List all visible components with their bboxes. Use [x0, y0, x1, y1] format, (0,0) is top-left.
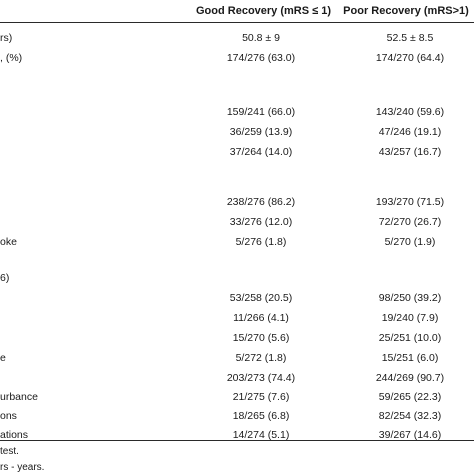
poor-recovery-value: 47/246 (19.1): [378, 126, 442, 138]
poor-recovery-value: 72/270 (26.7): [378, 216, 442, 228]
poor-recovery-value: 52.5 ± 8.5: [386, 32, 434, 44]
table-row: oke 5/276 (1.8) 5/270 (1.9): [0, 236, 474, 252]
poor-recovery-value: 82/254 (32.3): [378, 410, 442, 422]
table-row: urbance 21/275 (7.6) 59/265 (22.3): [0, 391, 474, 407]
good-recovery-value: 50.8 ± 9: [242, 32, 280, 44]
good-recovery-value: 33/276 (12.0): [229, 216, 293, 228]
good-recovery-value: 37/264 (14.0): [229, 146, 293, 158]
table-row: 15/270 (5.6) 25/251 (10.0): [0, 332, 474, 348]
table-row: 238/276 (86.2) 193/270 (71.5): [0, 196, 474, 212]
row-label: oke: [0, 236, 17, 248]
poor-recovery-value: 5/270 (1.9): [384, 236, 436, 248]
poor-recovery-header: Poor Recovery (mRS>1): [343, 5, 469, 17]
row-label: urbance: [0, 391, 38, 403]
table-row: 159/241 (66.0) 143/240 (59.6): [0, 106, 474, 122]
header-rule: [0, 22, 474, 23]
table-header: Good Recovery (mRS ≤ 1) Poor Recovery (m…: [0, 0, 474, 24]
poor-recovery-value: 25/251 (10.0): [378, 332, 442, 344]
poor-recovery-value: 43/257 (16.7): [378, 146, 442, 158]
poor-recovery-value: 39/267 (14.6): [378, 429, 442, 441]
good-recovery-value: 21/275 (7.6): [232, 391, 290, 403]
good-recovery-value: 159/241 (66.0): [226, 106, 296, 118]
poor-recovery-value: 174/270 (64.4): [375, 52, 445, 64]
table-row: 203/273 (74.4) 244/269 (90.7): [0, 372, 474, 388]
row-label: 6): [0, 272, 10, 284]
poor-recovery-value: 143/240 (59.6): [375, 106, 445, 118]
good-recovery-value: 18/265 (6.8): [232, 410, 290, 422]
poor-recovery-value: 193/270 (71.5): [375, 196, 445, 208]
row-label: , (%): [0, 52, 23, 64]
footnote: test.: [0, 446, 19, 457]
good-recovery-value: 203/273 (74.4): [226, 372, 296, 384]
poor-recovery-value: 19/240 (7.9): [381, 312, 439, 324]
poor-recovery-value: 59/265 (22.3): [378, 391, 442, 403]
row-label: rs): [0, 32, 13, 44]
table-row: 37/264 (14.0) 43/257 (16.7): [0, 146, 474, 162]
footnote: rs - years.: [0, 462, 45, 473]
table-row: ations 14/274 (5.1) 39/267 (14.6): [0, 429, 474, 445]
table-row: ons 18/265 (6.8) 82/254 (32.3): [0, 410, 474, 426]
table-row: 11/266 (4.1) 19/240 (7.9): [0, 312, 474, 328]
table-row: 53/258 (20.5) 98/250 (39.2): [0, 292, 474, 308]
good-recovery-header: Good Recovery (mRS ≤ 1): [196, 5, 332, 17]
table-row: 33/276 (12.0) 72/270 (26.7): [0, 216, 474, 232]
table-row: [0, 166, 474, 182]
good-recovery-value: 53/258 (20.5): [229, 292, 293, 304]
good-recovery-value: 174/276 (63.0): [226, 52, 296, 64]
row-label: ations: [0, 429, 29, 441]
good-recovery-value: 11/266 (4.1): [233, 312, 289, 324]
good-recovery-value: 36/259 (13.9): [229, 126, 293, 138]
table-row: e 5/272 (1.8) 15/251 (6.0): [0, 352, 474, 368]
good-recovery-value: 15/270 (5.6): [232, 332, 290, 344]
table-row: , (%) 174/276 (63.0) 174/270 (64.4): [0, 52, 474, 68]
table-row: [0, 74, 474, 90]
poor-recovery-value: 15/251 (6.0): [381, 352, 439, 364]
poor-recovery-value: 98/250 (39.2): [378, 292, 442, 304]
table-row: rs) 50.8 ± 9 52.5 ± 8.5: [0, 32, 474, 48]
table-row: 6): [0, 272, 474, 288]
row-label: e: [0, 352, 6, 364]
good-recovery-value: 5/272 (1.8): [235, 352, 287, 364]
good-recovery-value: 238/276 (86.2): [226, 196, 296, 208]
good-recovery-value: 5/276 (1.8): [235, 236, 287, 248]
poor-recovery-value: 244/269 (90.7): [375, 372, 445, 384]
bottom-rule: [0, 440, 474, 441]
good-recovery-value: 14/274 (5.1): [232, 429, 290, 441]
row-label: ons: [0, 410, 17, 422]
table-row: 36/259 (13.9) 47/246 (19.1): [0, 126, 474, 142]
